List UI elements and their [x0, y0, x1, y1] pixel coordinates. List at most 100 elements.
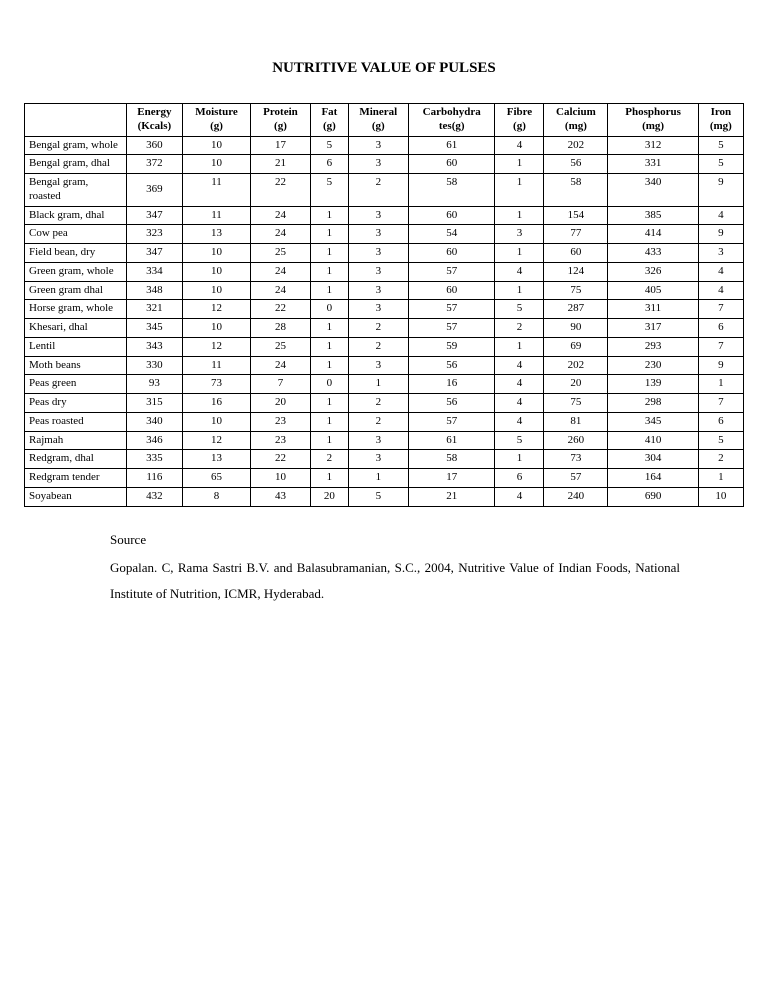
cell-value: 9	[698, 174, 743, 207]
row-name: Black gram, dhal	[25, 206, 127, 225]
cell-value: 8	[183, 487, 251, 506]
row-name: Peas green	[25, 375, 127, 394]
cell-value: 1	[348, 375, 408, 394]
cell-value: 24	[250, 356, 310, 375]
cell-value: 405	[608, 281, 698, 300]
cell-value: 1	[311, 262, 349, 281]
cell-value: 4	[495, 375, 544, 394]
column-unit: (mg)	[612, 120, 693, 134]
column-unit: (g)	[499, 120, 539, 134]
cell-value: 11	[183, 356, 251, 375]
cell-value: 17	[250, 136, 310, 155]
cell-value: 5	[495, 431, 544, 450]
cell-value: 43	[250, 487, 310, 506]
cell-value: 260	[544, 431, 608, 450]
page-title: NUTRITIVE VALUE OF PULSES	[24, 60, 744, 77]
cell-value: 20	[311, 487, 349, 506]
column-unit: tes(g)	[413, 120, 491, 134]
column-header: Fibre(g)	[495, 104, 544, 137]
cell-value: 1	[495, 206, 544, 225]
row-name: Green gram dhal	[25, 281, 127, 300]
cell-value: 54	[408, 225, 495, 244]
cell-value: 65	[183, 469, 251, 488]
cell-value: 3	[348, 225, 408, 244]
cell-energy: 323	[126, 225, 182, 244]
cell-value: 9	[698, 225, 743, 244]
column-header: Calcium(mg)	[544, 104, 608, 137]
column-header: Carbohydrates(g)	[408, 104, 495, 137]
cell-value: 1	[348, 469, 408, 488]
cell-energy: 315	[126, 394, 182, 413]
cell-value: 61	[408, 431, 495, 450]
row-name: Green gram, whole	[25, 262, 127, 281]
cell-value: 3	[348, 136, 408, 155]
column-label: Phosphorus	[612, 106, 693, 120]
table-row: Horse gram, whole3211222035752873117	[25, 300, 744, 319]
row-name: Field bean, dry	[25, 244, 127, 263]
column-unit: (g)	[353, 120, 404, 134]
cell-value: 124	[544, 262, 608, 281]
column-unit: (g)	[315, 120, 344, 134]
cell-value: 1	[311, 394, 349, 413]
cell-value: 9	[698, 356, 743, 375]
source-block: Source Gopalan. C, Rama Sastri B.V. and …	[110, 527, 680, 607]
cell-value: 304	[608, 450, 698, 469]
table-row: Green gram, whole3341024135741243264	[25, 262, 744, 281]
column-header: Phosphorus(mg)	[608, 104, 698, 137]
cell-value: 22	[250, 174, 310, 207]
cell-value: 58	[544, 174, 608, 207]
column-unit: (Kcals)	[131, 120, 178, 134]
cell-value: 24	[250, 262, 310, 281]
cell-value: 21	[250, 155, 310, 174]
cell-value: 12	[183, 337, 251, 356]
row-name: Khesari, dhal	[25, 319, 127, 338]
cell-value: 7	[698, 394, 743, 413]
column-unit: (g)	[255, 120, 306, 134]
cell-value: 13	[183, 225, 251, 244]
cell-value: 25	[250, 337, 310, 356]
cell-value: 1	[495, 281, 544, 300]
cell-value: 331	[608, 155, 698, 174]
cell-energy: 348	[126, 281, 182, 300]
cell-value: 3	[348, 244, 408, 263]
cell-value: 61	[408, 136, 495, 155]
cell-energy: 360	[126, 136, 182, 155]
cell-value: 4	[495, 394, 544, 413]
cell-value: 57	[408, 300, 495, 319]
cell-value: 1	[311, 281, 349, 300]
cell-energy: 330	[126, 356, 182, 375]
table-body: Bengal gram, whole3601017536142023125Ben…	[25, 136, 744, 506]
cell-value: 58	[408, 450, 495, 469]
cell-value: 17	[408, 469, 495, 488]
cell-value: 414	[608, 225, 698, 244]
cell-value: 4	[698, 206, 743, 225]
column-unit: (mg)	[548, 120, 603, 134]
cell-value: 3	[698, 244, 743, 263]
cell-value: 10	[183, 136, 251, 155]
cell-energy: 369	[126, 174, 182, 207]
cell-value: 202	[544, 356, 608, 375]
cell-value: 1	[698, 375, 743, 394]
table-row: Bengal gram, whole3601017536142023125	[25, 136, 744, 155]
cell-value: 28	[250, 319, 310, 338]
cell-value: 11	[183, 174, 251, 207]
column-label: Mineral	[353, 106, 404, 120]
cell-value: 60	[408, 155, 495, 174]
cell-value: 2	[348, 337, 408, 356]
column-label: Protein	[255, 106, 306, 120]
cell-value: 1	[311, 225, 349, 244]
cell-value: 230	[608, 356, 698, 375]
source-label: Source	[110, 527, 680, 553]
row-name: Moth beans	[25, 356, 127, 375]
row-name: Redgram, dhal	[25, 450, 127, 469]
cell-energy: 432	[126, 487, 182, 506]
cell-value: 24	[250, 206, 310, 225]
cell-value: 7	[698, 300, 743, 319]
cell-energy: 93	[126, 375, 182, 394]
cell-value: 13	[183, 450, 251, 469]
cell-value: 3	[348, 262, 408, 281]
column-label: Fat	[315, 106, 344, 120]
cell-value: 20	[544, 375, 608, 394]
cell-value: 12	[183, 300, 251, 319]
cell-value: 20	[250, 394, 310, 413]
